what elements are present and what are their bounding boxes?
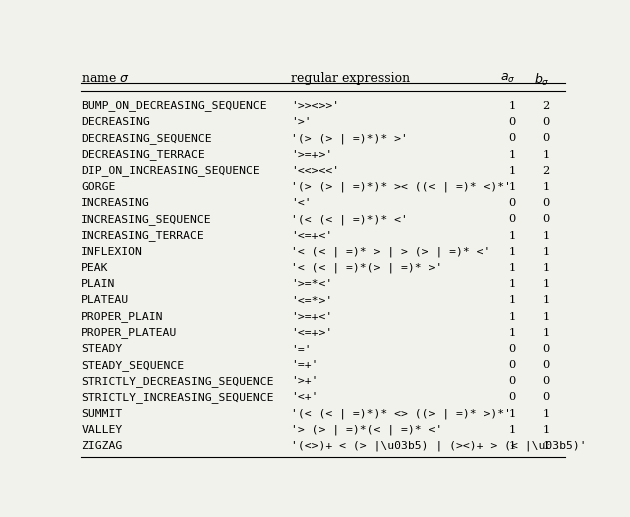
Text: BUMP_ON_DECREASING_SEQUENCE: BUMP_ON_DECREASING_SEQUENCE — [81, 100, 267, 112]
Text: '(> (> | =)*)* >': '(> (> | =)*)* >' — [291, 133, 408, 144]
Text: 0: 0 — [542, 117, 550, 127]
Text: 1: 1 — [542, 295, 550, 306]
Text: STRICTLY_DECREASING_SEQUENCE: STRICTLY_DECREASING_SEQUENCE — [81, 376, 273, 387]
Text: '>=*<': '>=*<' — [291, 279, 333, 289]
Text: '(< (< | =)*)* <> ((> | =)* >)*': '(< (< | =)*)* <> ((> | =)* >)*' — [291, 408, 511, 419]
Text: '<=*>': '<=*>' — [291, 295, 333, 306]
Text: DIP_ON_INCREASING_SEQUENCE: DIP_ON_INCREASING_SEQUENCE — [81, 165, 260, 176]
Text: 1: 1 — [542, 149, 550, 160]
Text: 1: 1 — [542, 408, 550, 419]
Text: 1: 1 — [508, 312, 516, 322]
Text: 1: 1 — [508, 247, 516, 257]
Text: STEADY_SEQUENCE: STEADY_SEQUENCE — [81, 360, 185, 371]
Text: PROPER_PLATEAU: PROPER_PLATEAU — [81, 327, 178, 338]
Text: 1: 1 — [542, 441, 550, 451]
Text: 0: 0 — [542, 360, 550, 370]
Text: '(<>)+ < (> |\u03b5) | (><)+ > (< |\u03b5)': '(<>)+ < (> |\u03b5) | (><)+ > (< |\u03b… — [291, 441, 587, 451]
Text: 0: 0 — [542, 376, 550, 386]
Text: '>': '>' — [291, 117, 312, 127]
Text: '> (> | =)*(< | =)* <': '> (> | =)*(< | =)* <' — [291, 424, 442, 435]
Text: PROPER_PLAIN: PROPER_PLAIN — [81, 311, 164, 322]
Text: STRICTLY_INCREASING_SEQUENCE: STRICTLY_INCREASING_SEQUENCE — [81, 392, 273, 403]
Text: 1: 1 — [508, 295, 516, 306]
Text: '<+': '<+' — [291, 392, 319, 402]
Text: 1: 1 — [542, 425, 550, 435]
Text: 1: 1 — [508, 101, 516, 111]
Text: INCREASING_TERRACE: INCREASING_TERRACE — [81, 230, 205, 241]
Text: '< (< | =)* > | > (> | =)* <': '< (< | =)* > | > (> | =)* <' — [291, 247, 491, 257]
Text: PLATEAU: PLATEAU — [81, 295, 129, 306]
Text: 1: 1 — [508, 149, 516, 160]
Text: 1: 1 — [542, 328, 550, 338]
Text: '>=+>': '>=+>' — [291, 149, 333, 160]
Text: 1: 1 — [508, 425, 516, 435]
Text: 0: 0 — [542, 215, 550, 224]
Text: '<=+<': '<=+<' — [291, 231, 333, 240]
Text: 0: 0 — [508, 376, 516, 386]
Text: '< (< | =)*(> | =)* >': '< (< | =)*(> | =)* >' — [291, 263, 442, 273]
Text: GORGE: GORGE — [81, 182, 115, 192]
Text: '>><>>': '>><>>' — [291, 101, 340, 111]
Text: 1: 1 — [508, 231, 516, 240]
Text: 1: 1 — [542, 231, 550, 240]
Text: '<': '<' — [291, 198, 312, 208]
Text: '<=+>': '<=+>' — [291, 328, 333, 338]
Text: 1: 1 — [542, 182, 550, 192]
Text: 0: 0 — [508, 133, 516, 143]
Text: '=': '=' — [291, 344, 312, 354]
Text: name $\sigma$: name $\sigma$ — [81, 72, 130, 85]
Text: 1: 1 — [542, 312, 550, 322]
Text: 0: 0 — [508, 392, 516, 402]
Text: $b_{\sigma}$: $b_{\sigma}$ — [534, 72, 550, 88]
Text: VALLEY: VALLEY — [81, 425, 122, 435]
Text: 0: 0 — [542, 392, 550, 402]
Text: PEAK: PEAK — [81, 263, 109, 273]
Text: INCREASING_SEQUENCE: INCREASING_SEQUENCE — [81, 214, 212, 225]
Text: 0: 0 — [508, 215, 516, 224]
Text: 1: 1 — [508, 408, 516, 419]
Text: INCREASING: INCREASING — [81, 198, 150, 208]
Text: '>+': '>+' — [291, 376, 319, 386]
Text: $a_{\sigma}$: $a_{\sigma}$ — [500, 72, 516, 85]
Text: ZIGZAG: ZIGZAG — [81, 441, 122, 451]
Text: 0: 0 — [508, 117, 516, 127]
Text: SUMMIT: SUMMIT — [81, 408, 122, 419]
Text: 1: 1 — [542, 279, 550, 289]
Text: 0: 0 — [542, 344, 550, 354]
Text: DECREASING_SEQUENCE: DECREASING_SEQUENCE — [81, 133, 212, 144]
Text: DECREASING_TERRACE: DECREASING_TERRACE — [81, 149, 205, 160]
Text: 0: 0 — [508, 360, 516, 370]
Text: INFLEXION: INFLEXION — [81, 247, 143, 257]
Text: PLAIN: PLAIN — [81, 279, 115, 289]
Text: '(> (> | =)*)* >< ((< | =)* <)*': '(> (> | =)*)* >< ((< | =)* <)*' — [291, 181, 511, 192]
Text: 2: 2 — [542, 166, 550, 176]
Text: 0: 0 — [542, 198, 550, 208]
Text: 1: 1 — [508, 166, 516, 176]
Text: 0: 0 — [508, 344, 516, 354]
Text: 0: 0 — [508, 198, 516, 208]
Text: 1: 1 — [508, 328, 516, 338]
Text: 1: 1 — [542, 263, 550, 273]
Text: '(< (< | =)*)* <': '(< (< | =)*)* <' — [291, 214, 408, 224]
Text: 2: 2 — [542, 101, 550, 111]
Text: DECREASING: DECREASING — [81, 117, 150, 127]
Text: 1: 1 — [508, 263, 516, 273]
Text: '=+': '=+' — [291, 360, 319, 370]
Text: 1: 1 — [542, 247, 550, 257]
Text: 0: 0 — [542, 133, 550, 143]
Text: regular expression: regular expression — [291, 72, 410, 85]
Text: '<<><<': '<<><<' — [291, 166, 340, 176]
Text: 1: 1 — [508, 441, 516, 451]
Text: STEADY: STEADY — [81, 344, 122, 354]
Text: 1: 1 — [508, 182, 516, 192]
Text: 1: 1 — [508, 279, 516, 289]
Text: '>=+<': '>=+<' — [291, 312, 333, 322]
